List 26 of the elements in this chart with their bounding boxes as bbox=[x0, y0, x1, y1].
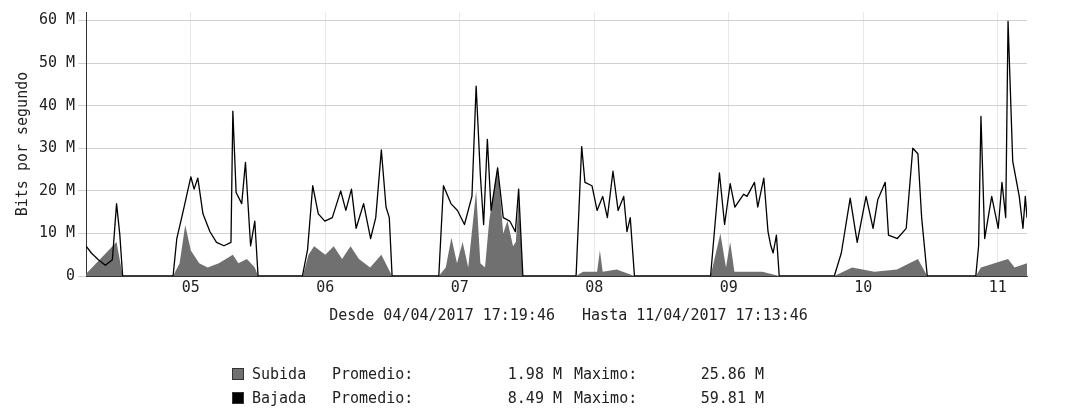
y-tick-label: 60 M bbox=[39, 10, 76, 29]
y-tick-label: 40 M bbox=[39, 95, 76, 114]
text: Promedio: bbox=[332, 365, 415, 383]
y-axis-title: Bits por segundo bbox=[12, 71, 31, 217]
x-tick-label: 07 bbox=[450, 277, 469, 296]
text: 1.98 M bbox=[506, 365, 562, 383]
y-tick-label: 10 M bbox=[39, 223, 76, 242]
text: 25.86 M bbox=[699, 365, 764, 383]
text: 8.49 M bbox=[506, 389, 562, 407]
text: Maximo: bbox=[573, 389, 639, 407]
x-tick-label: 09 bbox=[719, 277, 738, 296]
x-axis-title: Desde 04/04/2017 17:19:46 Hasta 11/04/2017 17:13:46 bbox=[328, 306, 809, 324]
y-tick-label: 20 M bbox=[39, 180, 76, 199]
x-tick-label: 08 bbox=[585, 277, 604, 296]
text: Promedio: bbox=[332, 389, 415, 407]
legend-label: Bajada bbox=[252, 389, 308, 407]
x-tick-label: 10 bbox=[854, 277, 873, 296]
text: Maximo: bbox=[573, 365, 639, 383]
x-tick-label: 11 bbox=[988, 277, 1007, 296]
x-tick-label: 05 bbox=[181, 277, 200, 296]
text: 59.81 M bbox=[699, 389, 764, 407]
y-tick-label: 50 M bbox=[39, 52, 76, 71]
y-tick-label: 30 M bbox=[39, 138, 76, 157]
x-tick-label: 06 bbox=[316, 277, 335, 296]
y-tick-label: 0 bbox=[66, 265, 76, 284]
legend-label: Subida bbox=[252, 365, 308, 383]
